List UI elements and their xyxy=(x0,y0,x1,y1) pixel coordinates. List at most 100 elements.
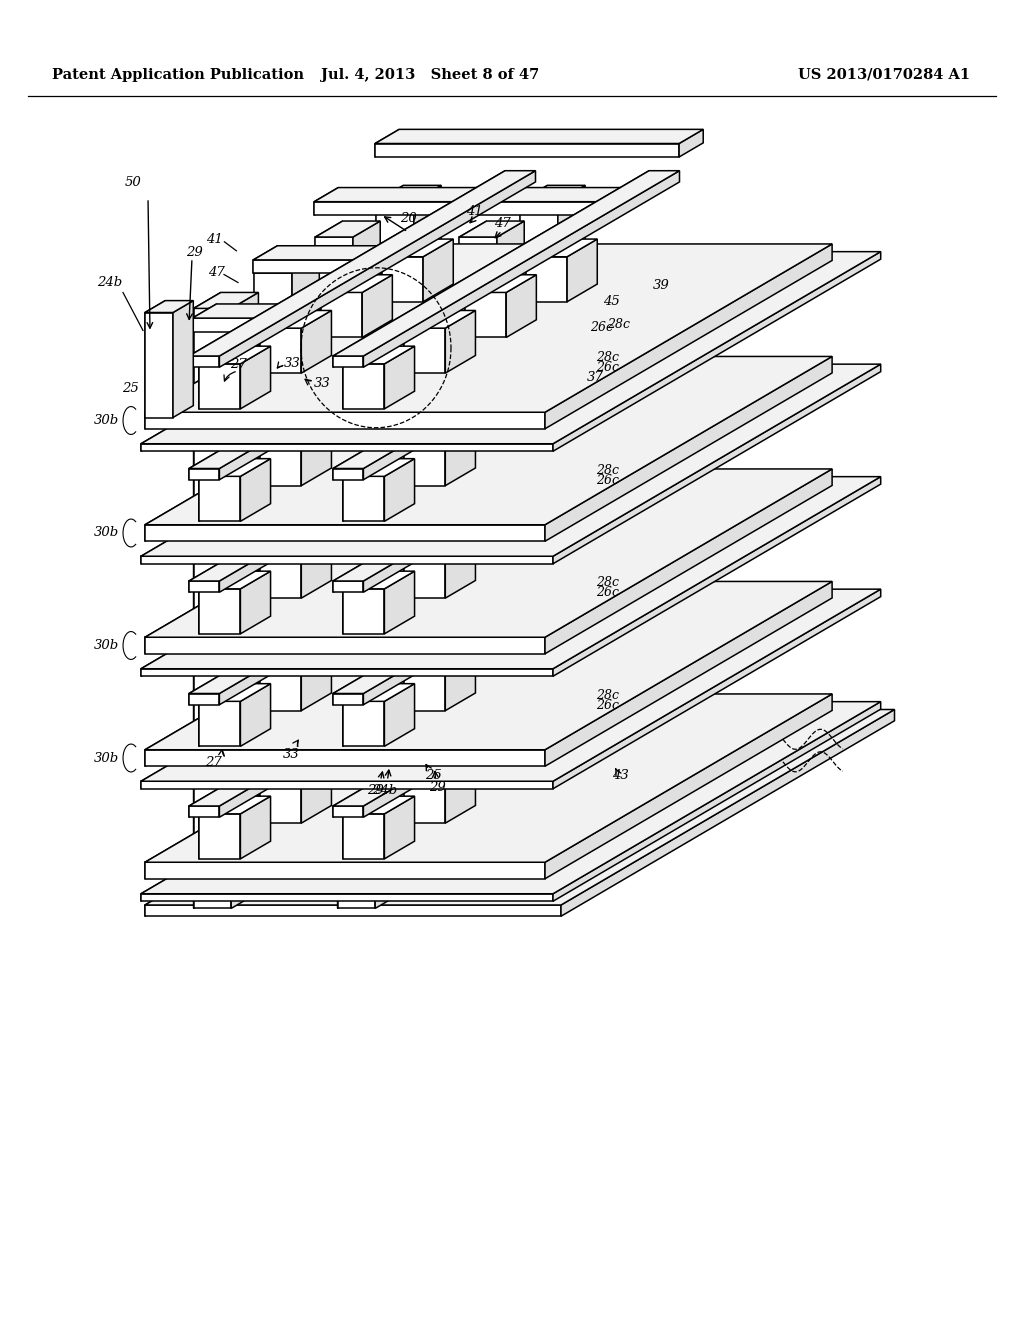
Polygon shape xyxy=(145,710,478,916)
Polygon shape xyxy=(465,725,495,788)
Polygon shape xyxy=(382,351,412,414)
Polygon shape xyxy=(333,396,649,593)
Polygon shape xyxy=(321,612,392,630)
Polygon shape xyxy=(384,684,415,746)
Text: 27: 27 xyxy=(205,756,221,770)
Polygon shape xyxy=(145,313,173,417)
Polygon shape xyxy=(189,620,536,807)
Polygon shape xyxy=(465,500,537,517)
Text: 26c: 26c xyxy=(590,321,613,334)
Polygon shape xyxy=(145,244,833,412)
Polygon shape xyxy=(141,702,469,902)
Polygon shape xyxy=(189,396,536,581)
Polygon shape xyxy=(465,275,495,338)
Polygon shape xyxy=(465,612,495,675)
Polygon shape xyxy=(189,170,505,367)
Polygon shape xyxy=(333,170,649,367)
Polygon shape xyxy=(193,318,497,331)
Polygon shape xyxy=(145,638,545,653)
Text: 41: 41 xyxy=(466,205,482,218)
Polygon shape xyxy=(557,246,582,273)
Polygon shape xyxy=(343,814,384,859)
Polygon shape xyxy=(321,387,392,405)
Polygon shape xyxy=(301,536,332,598)
Polygon shape xyxy=(525,577,556,639)
Polygon shape xyxy=(362,725,392,788)
Polygon shape xyxy=(333,469,364,479)
Polygon shape xyxy=(321,275,392,293)
Polygon shape xyxy=(398,273,436,873)
Text: Patent Application Publication: Patent Application Publication xyxy=(52,69,304,82)
Polygon shape xyxy=(141,702,881,894)
Polygon shape xyxy=(520,185,548,801)
Polygon shape xyxy=(553,252,881,451)
Polygon shape xyxy=(343,589,384,634)
Polygon shape xyxy=(145,356,833,525)
Polygon shape xyxy=(189,284,505,479)
Polygon shape xyxy=(384,458,415,521)
Polygon shape xyxy=(343,796,415,814)
Polygon shape xyxy=(219,284,536,479)
Polygon shape xyxy=(403,760,475,779)
Polygon shape xyxy=(403,536,475,553)
Text: 30b: 30b xyxy=(94,639,119,652)
Polygon shape xyxy=(145,906,561,916)
Polygon shape xyxy=(141,894,553,902)
Polygon shape xyxy=(193,304,520,318)
Polygon shape xyxy=(260,441,301,486)
Polygon shape xyxy=(465,517,506,562)
Polygon shape xyxy=(403,648,475,665)
Text: Jul. 4, 2013   Sheet 8 of 47: Jul. 4, 2013 Sheet 8 of 47 xyxy=(321,69,539,82)
Polygon shape xyxy=(141,252,881,444)
Polygon shape xyxy=(403,648,434,710)
Polygon shape xyxy=(343,684,373,746)
Polygon shape xyxy=(382,239,454,257)
Polygon shape xyxy=(525,351,556,414)
Polygon shape xyxy=(145,525,545,541)
Polygon shape xyxy=(333,807,364,817)
Polygon shape xyxy=(315,238,353,837)
Polygon shape xyxy=(382,257,423,302)
Polygon shape xyxy=(362,275,392,338)
Polygon shape xyxy=(398,256,463,273)
Polygon shape xyxy=(403,779,445,824)
Polygon shape xyxy=(194,293,221,908)
Polygon shape xyxy=(173,301,194,417)
Polygon shape xyxy=(241,684,270,746)
Polygon shape xyxy=(321,630,362,675)
Polygon shape xyxy=(525,594,567,639)
Polygon shape xyxy=(260,665,301,710)
Polygon shape xyxy=(189,284,536,469)
Polygon shape xyxy=(301,648,332,710)
Polygon shape xyxy=(145,244,432,429)
Polygon shape xyxy=(403,665,445,710)
Polygon shape xyxy=(445,648,475,710)
Polygon shape xyxy=(253,246,582,260)
Polygon shape xyxy=(333,284,649,479)
Text: 28c: 28c xyxy=(596,577,618,589)
Polygon shape xyxy=(465,275,537,293)
Polygon shape xyxy=(145,412,545,429)
Text: 30b: 30b xyxy=(94,527,119,540)
Polygon shape xyxy=(253,260,557,273)
Polygon shape xyxy=(364,284,680,479)
Polygon shape xyxy=(141,252,469,451)
Polygon shape xyxy=(189,581,219,593)
Polygon shape xyxy=(403,310,434,374)
Polygon shape xyxy=(382,482,423,527)
Polygon shape xyxy=(465,405,506,450)
Polygon shape xyxy=(199,458,229,521)
Polygon shape xyxy=(199,589,241,634)
Polygon shape xyxy=(321,293,362,338)
Polygon shape xyxy=(525,239,556,302)
Polygon shape xyxy=(333,170,680,356)
Text: 41: 41 xyxy=(206,234,223,247)
Polygon shape xyxy=(314,202,618,215)
Polygon shape xyxy=(376,185,403,801)
Polygon shape xyxy=(141,444,553,451)
Polygon shape xyxy=(241,346,270,409)
Polygon shape xyxy=(343,684,415,701)
Polygon shape xyxy=(321,725,351,788)
Text: 47: 47 xyxy=(494,218,510,230)
Polygon shape xyxy=(465,630,506,675)
